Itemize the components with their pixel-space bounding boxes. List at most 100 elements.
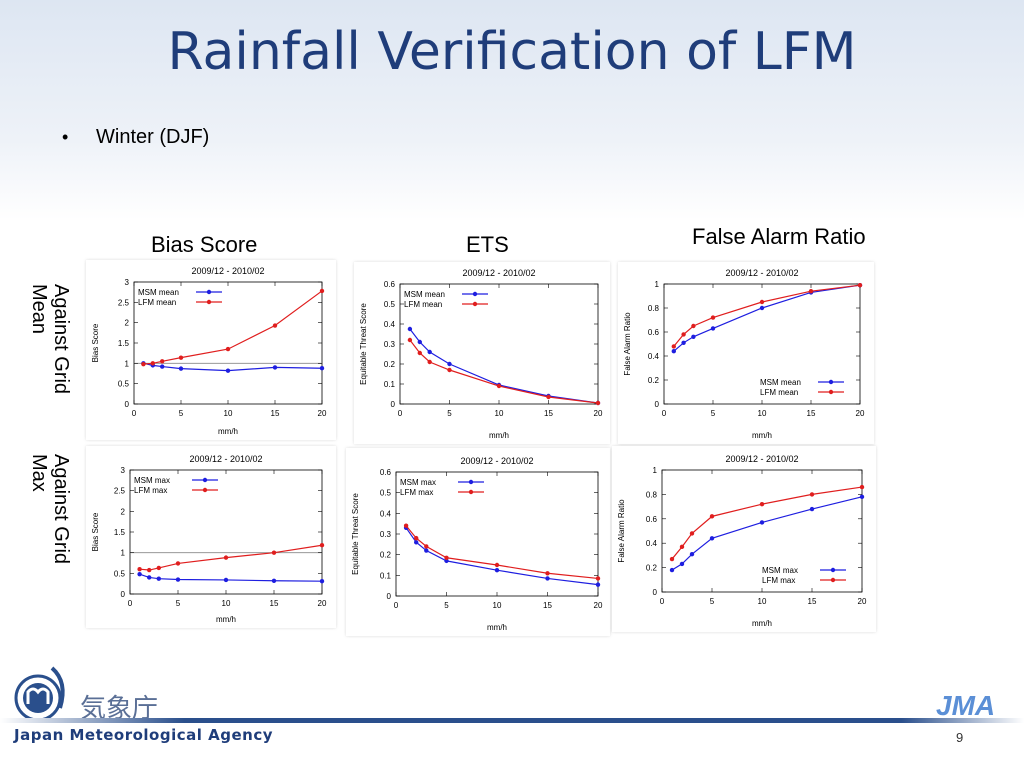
data-point	[407, 337, 413, 343]
data-point	[447, 361, 452, 367]
y-tick-label: 3	[121, 466, 126, 475]
data-point	[407, 326, 413, 332]
x-tick-label: 0	[662, 409, 667, 418]
data-point	[595, 576, 601, 581]
y-tick-label: 0.3	[384, 340, 396, 349]
x-tick-label: 0	[394, 601, 399, 610]
data-point	[759, 520, 765, 525]
data-point	[671, 349, 676, 354]
y-tick-label: 0.6	[646, 515, 658, 524]
data-point	[681, 340, 686, 345]
x-axis-label: mm/h	[218, 427, 238, 436]
data-point	[681, 332, 686, 337]
data-point	[403, 523, 409, 528]
data-point	[319, 578, 325, 584]
data-point	[689, 531, 695, 536]
data-point	[679, 544, 685, 550]
x-tick-label: 5	[710, 597, 715, 606]
series-line	[671, 486, 863, 560]
x-tick-label: 15	[807, 409, 816, 418]
legend-label: MSM max	[134, 476, 170, 485]
column-heading-ets: ETS	[466, 232, 509, 257]
data-point	[272, 365, 278, 370]
data-point	[679, 561, 685, 567]
page-number: 9	[956, 730, 964, 745]
legend-marker	[468, 489, 474, 495]
data-point	[424, 548, 429, 553]
data-point	[691, 334, 696, 339]
y-tick-label: 1	[125, 359, 130, 368]
data-point	[414, 540, 419, 545]
chart-svg: 2009/12 - 2010/02 0 0.1 0.2 0.3 0.4 0.5 0.6 0 5 10…	[359, 268, 603, 440]
data-point	[137, 571, 142, 577]
chart-title: 2009/12 - 2010/02	[725, 454, 798, 464]
data-point	[859, 484, 865, 490]
legend-marker	[468, 479, 474, 485]
data-point	[175, 577, 181, 582]
y-axis-label: False Alarm Ratio	[623, 312, 632, 376]
legend-marker	[472, 301, 478, 307]
data-point	[759, 299, 765, 305]
data-point	[175, 561, 181, 566]
data-point	[147, 575, 152, 580]
legend-label: MSM max	[400, 478, 436, 487]
y-tick-label: 0.1	[384, 380, 396, 389]
x-tick-label: 20	[318, 599, 327, 608]
y-tick-label: 0	[121, 590, 126, 599]
series-line	[139, 573, 323, 582]
series-line	[673, 284, 861, 347]
data-point	[160, 359, 165, 364]
x-axis-label: mm/h	[487, 623, 507, 632]
chart-title: 2009/12 - 2010/02	[460, 456, 533, 466]
legend-marker	[472, 291, 478, 297]
chart-bias-max: 2009/12 - 2010/02 0 0.5 1 1.5 2 2.5 3 0 5 10 15 20 mm…	[86, 446, 336, 628]
legend-label: LFM max	[134, 486, 167, 495]
data-point	[271, 578, 277, 583]
y-tick-label: 0.1	[380, 571, 392, 580]
y-tick-label: 1	[653, 466, 658, 475]
data-point	[319, 366, 325, 371]
y-tick-label: 1.5	[118, 339, 130, 348]
y-tick-label: 0.2	[648, 376, 660, 385]
y-tick-label: 1.5	[114, 528, 126, 537]
legend-label: LFM mean	[404, 300, 442, 309]
data-point	[494, 562, 500, 568]
data-point	[178, 355, 184, 360]
y-tick-label: 2	[125, 319, 130, 328]
x-tick-label: 15	[543, 601, 552, 610]
x-tick-label: 5	[179, 409, 184, 418]
data-point	[496, 383, 502, 389]
data-point	[709, 514, 715, 519]
jma-logo: JMA	[936, 690, 996, 721]
x-tick-label: 0	[132, 409, 137, 418]
data-point	[178, 366, 184, 371]
data-point	[759, 305, 765, 311]
chart-svg: 2009/12 - 2010/02 0 0.5 1 1.5 2 2.5 3 0 5 10 15 20 mm…	[91, 454, 327, 624]
data-point	[545, 576, 550, 581]
chart-title: 2009/12 - 2010/02	[191, 266, 264, 276]
data-point	[147, 567, 152, 573]
y-axis-label: Equitable Threat Score	[351, 493, 360, 575]
legend-marker	[830, 577, 836, 583]
x-tick-label: 10	[758, 409, 767, 418]
data-point	[494, 567, 500, 573]
x-tick-label: 5	[176, 599, 181, 608]
data-point	[709, 536, 715, 541]
data-point	[137, 567, 142, 572]
bullet-item: • Winter (DJF)	[62, 126, 209, 149]
chart-far-mean: 2009/12 - 2010/02 0 0.2 0.4 0.6 0.8 1 0 5 10 15 20 m…	[618, 262, 874, 444]
y-axis-label: False Alarm Ratio	[617, 499, 626, 563]
series-line	[671, 496, 863, 571]
data-point	[319, 288, 325, 294]
x-tick-label: 15	[271, 409, 280, 418]
x-tick-label: 10	[758, 597, 767, 606]
data-point	[689, 551, 695, 557]
x-tick-label: 20	[858, 597, 867, 606]
y-tick-label: 1	[655, 280, 660, 289]
y-tick-label: 1	[121, 549, 126, 558]
x-tick-label: 5	[444, 601, 449, 610]
footer-divider	[0, 718, 1024, 723]
data-point	[671, 344, 676, 349]
